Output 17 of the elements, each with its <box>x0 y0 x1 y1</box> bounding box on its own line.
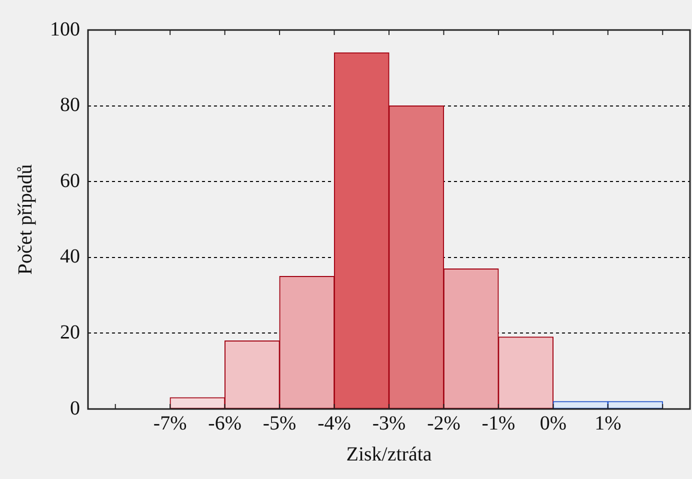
y-tick-label: 20 <box>60 321 80 344</box>
x-tick-label: -1% <box>482 412 516 434</box>
y-tick-label: 80 <box>60 94 80 116</box>
x-tick-label: -2% <box>427 412 460 434</box>
y-tick-label: 0 <box>70 397 80 420</box>
x-tick-label: 1% <box>594 412 622 434</box>
y-tick-label: 60 <box>60 170 80 192</box>
x-tick-label: -5% <box>262 412 296 434</box>
x-tick-label: -3% <box>372 412 406 434</box>
x-tick-label: 0% <box>540 412 567 434</box>
y-tick-label: 100 <box>50 18 80 40</box>
x-tick-label: -7% <box>153 412 187 434</box>
y-axis-title: Počet případů <box>14 164 36 275</box>
x-tick-label: -4% <box>318 412 351 434</box>
x-tick-label: -6% <box>208 412 242 434</box>
x-axis-title: Zisk/ztráta <box>346 443 432 466</box>
y-tick-label: 40 <box>60 246 80 268</box>
